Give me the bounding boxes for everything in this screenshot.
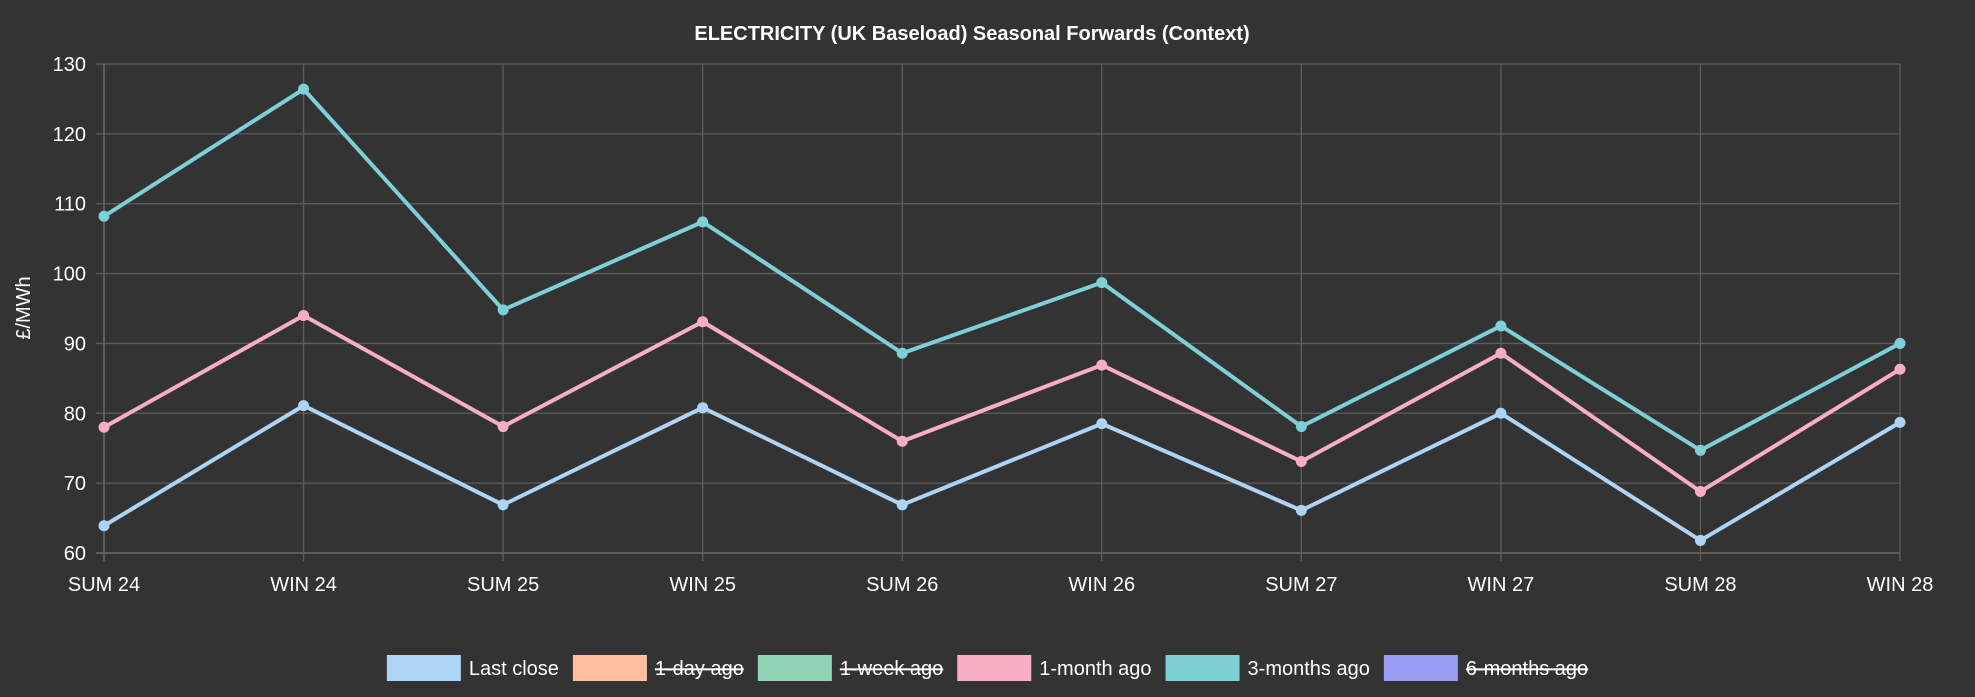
data-point[interactable] bbox=[1694, 444, 1706, 456]
data-point[interactable] bbox=[1894, 337, 1906, 349]
data-point[interactable] bbox=[1495, 320, 1507, 332]
data-point[interactable] bbox=[1894, 363, 1906, 375]
legend-item-1-day-ago[interactable]: 1-day ago bbox=[572, 655, 744, 681]
legend-swatch bbox=[386, 655, 461, 681]
legend-swatch bbox=[1165, 655, 1240, 681]
legend-label: 1-month ago bbox=[1039, 658, 1151, 680]
y-tick-label: 80 bbox=[64, 403, 86, 425]
x-tick-label: WIN 27 bbox=[1468, 574, 1535, 596]
plot-area bbox=[98, 83, 1906, 546]
legend-item-1-week-ago[interactable]: 1-week ago bbox=[757, 655, 943, 681]
series-line bbox=[102, 87, 1901, 453]
data-point[interactable] bbox=[1894, 416, 1906, 428]
data-point[interactable] bbox=[1295, 455, 1307, 467]
data-point[interactable] bbox=[697, 216, 709, 228]
chart-title: ELECTRICITY (UK Baseload) Seasonal Forwa… bbox=[694, 23, 1249, 45]
series-line bbox=[103, 313, 1902, 494]
data-point[interactable] bbox=[497, 421, 509, 433]
legend-item-6-months-ago[interactable]: 6-months ago bbox=[1383, 655, 1588, 681]
series-3-months-ago bbox=[98, 83, 1906, 456]
data-point[interactable] bbox=[1295, 421, 1307, 433]
data-point[interactable] bbox=[1096, 418, 1108, 430]
y-tick-label: 90 bbox=[64, 333, 86, 355]
data-point[interactable] bbox=[1694, 534, 1706, 546]
data-point[interactable] bbox=[298, 400, 310, 412]
legend-label: Last close bbox=[469, 658, 559, 680]
legend: Last close 1-day ago 1-week ago 1-month ago… bbox=[386, 655, 1588, 681]
y-tick-label: 70 bbox=[64, 473, 86, 495]
legend-swatch bbox=[572, 655, 647, 681]
y-tick-label: 130 bbox=[53, 54, 86, 76]
y-tick-label: 100 bbox=[53, 264, 86, 286]
data-point[interactable] bbox=[1096, 277, 1108, 289]
data-point[interactable] bbox=[98, 421, 110, 433]
x-tick-label: SUM 28 bbox=[1664, 574, 1736, 596]
data-point[interactable] bbox=[298, 309, 310, 321]
y-axis-label: £/MWh bbox=[13, 276, 35, 339]
data-point[interactable] bbox=[98, 210, 110, 222]
grid bbox=[96, 63, 1901, 561]
data-point[interactable] bbox=[1694, 486, 1706, 498]
data-point[interactable] bbox=[1096, 359, 1108, 371]
x-tick-label: WIN 24 bbox=[270, 574, 337, 596]
data-point[interactable] bbox=[896, 499, 908, 511]
y-tick-label: 110 bbox=[54, 194, 86, 216]
data-point[interactable] bbox=[298, 83, 310, 95]
data-point[interactable] bbox=[1495, 347, 1507, 359]
legend-swatch bbox=[957, 655, 1032, 681]
data-point[interactable] bbox=[497, 304, 509, 316]
series-last-close bbox=[98, 400, 1906, 546]
x-tick-label: WIN 25 bbox=[669, 574, 736, 596]
y-tick-label: 120 bbox=[53, 124, 86, 146]
data-point[interactable] bbox=[1495, 407, 1507, 419]
series-1-month-ago bbox=[98, 309, 1906, 498]
x-tick-label: SUM 26 bbox=[866, 574, 938, 596]
data-point[interactable] bbox=[697, 316, 709, 328]
legend-label: 3-months ago bbox=[1248, 658, 1370, 680]
legend-item-last-close[interactable]: Last close bbox=[386, 655, 559, 681]
y-tick-label: 60 bbox=[64, 543, 86, 565]
data-point[interactable] bbox=[497, 499, 509, 511]
data-point[interactable] bbox=[896, 347, 908, 359]
legend-label: 1-week ago bbox=[840, 658, 943, 680]
data-point[interactable] bbox=[1295, 504, 1307, 516]
data-point[interactable] bbox=[697, 402, 709, 414]
x-axis-ticks: SUM 24 WIN 24 SUM 25 WIN 25 SUM 26 WIN 26 SUM … bbox=[68, 574, 1933, 596]
legend-item-3-months-ago[interactable]: 3-months ago bbox=[1165, 655, 1370, 681]
legend-label: 1-day ago bbox=[655, 658, 744, 680]
data-point[interactable] bbox=[896, 435, 908, 447]
legend-item-1-month-ago[interactable]: 1-month ago bbox=[957, 655, 1152, 681]
x-tick-label: WIN 26 bbox=[1068, 574, 1135, 596]
legend-swatch bbox=[757, 655, 832, 681]
legend-label: 6-months ago bbox=[1466, 658, 1588, 680]
x-tick-label: WIN 28 bbox=[1867, 574, 1934, 596]
x-tick-label: SUM 24 bbox=[68, 574, 140, 596]
data-point[interactable] bbox=[98, 520, 110, 532]
x-tick-label: SUM 25 bbox=[467, 574, 539, 596]
legend-swatch bbox=[1383, 655, 1458, 681]
series-line bbox=[102, 403, 1902, 543]
y-axis-ticks: 60 70 80 90 100 110 120 130 bbox=[53, 54, 86, 565]
x-tick-label: SUM 27 bbox=[1265, 574, 1337, 596]
